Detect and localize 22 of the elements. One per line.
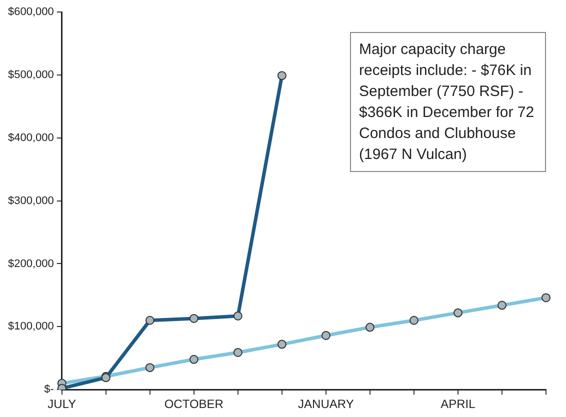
point: [542, 293, 550, 302]
point: [233, 348, 242, 357]
y-tick-label: $300,000: [8, 194, 54, 207]
y-tick-label: $500,000: [8, 68, 54, 81]
y-tick-label: $-: [44, 384, 54, 396]
y-tick-label: $600,000: [8, 6, 54, 18]
x-tick-label: APRIL: [440, 397, 476, 412]
y-tick-label: $200,000: [8, 258, 54, 270]
point: [321, 330, 330, 340]
point: [409, 316, 418, 325]
annotation: Major capacity charge receipts include: - $76K in September (7750 RSF) - $366K in December for 72 Condos and Clubhouse (1967 N Vulcan): [359, 40, 536, 165]
point: [145, 363, 154, 372]
point: [277, 340, 286, 349]
point: [365, 322, 374, 332]
y-tick-label: $100,000: [8, 320, 54, 333]
y-tick-label: $400,000: [8, 132, 54, 144]
point: [189, 354, 198, 364]
x-tick-label: JULY: [48, 397, 76, 412]
x-tick-label: JANUARY: [298, 397, 354, 412]
x-tick-label: OCTOBER: [164, 397, 224, 412]
point: [453, 308, 462, 318]
point: [497, 300, 506, 310]
